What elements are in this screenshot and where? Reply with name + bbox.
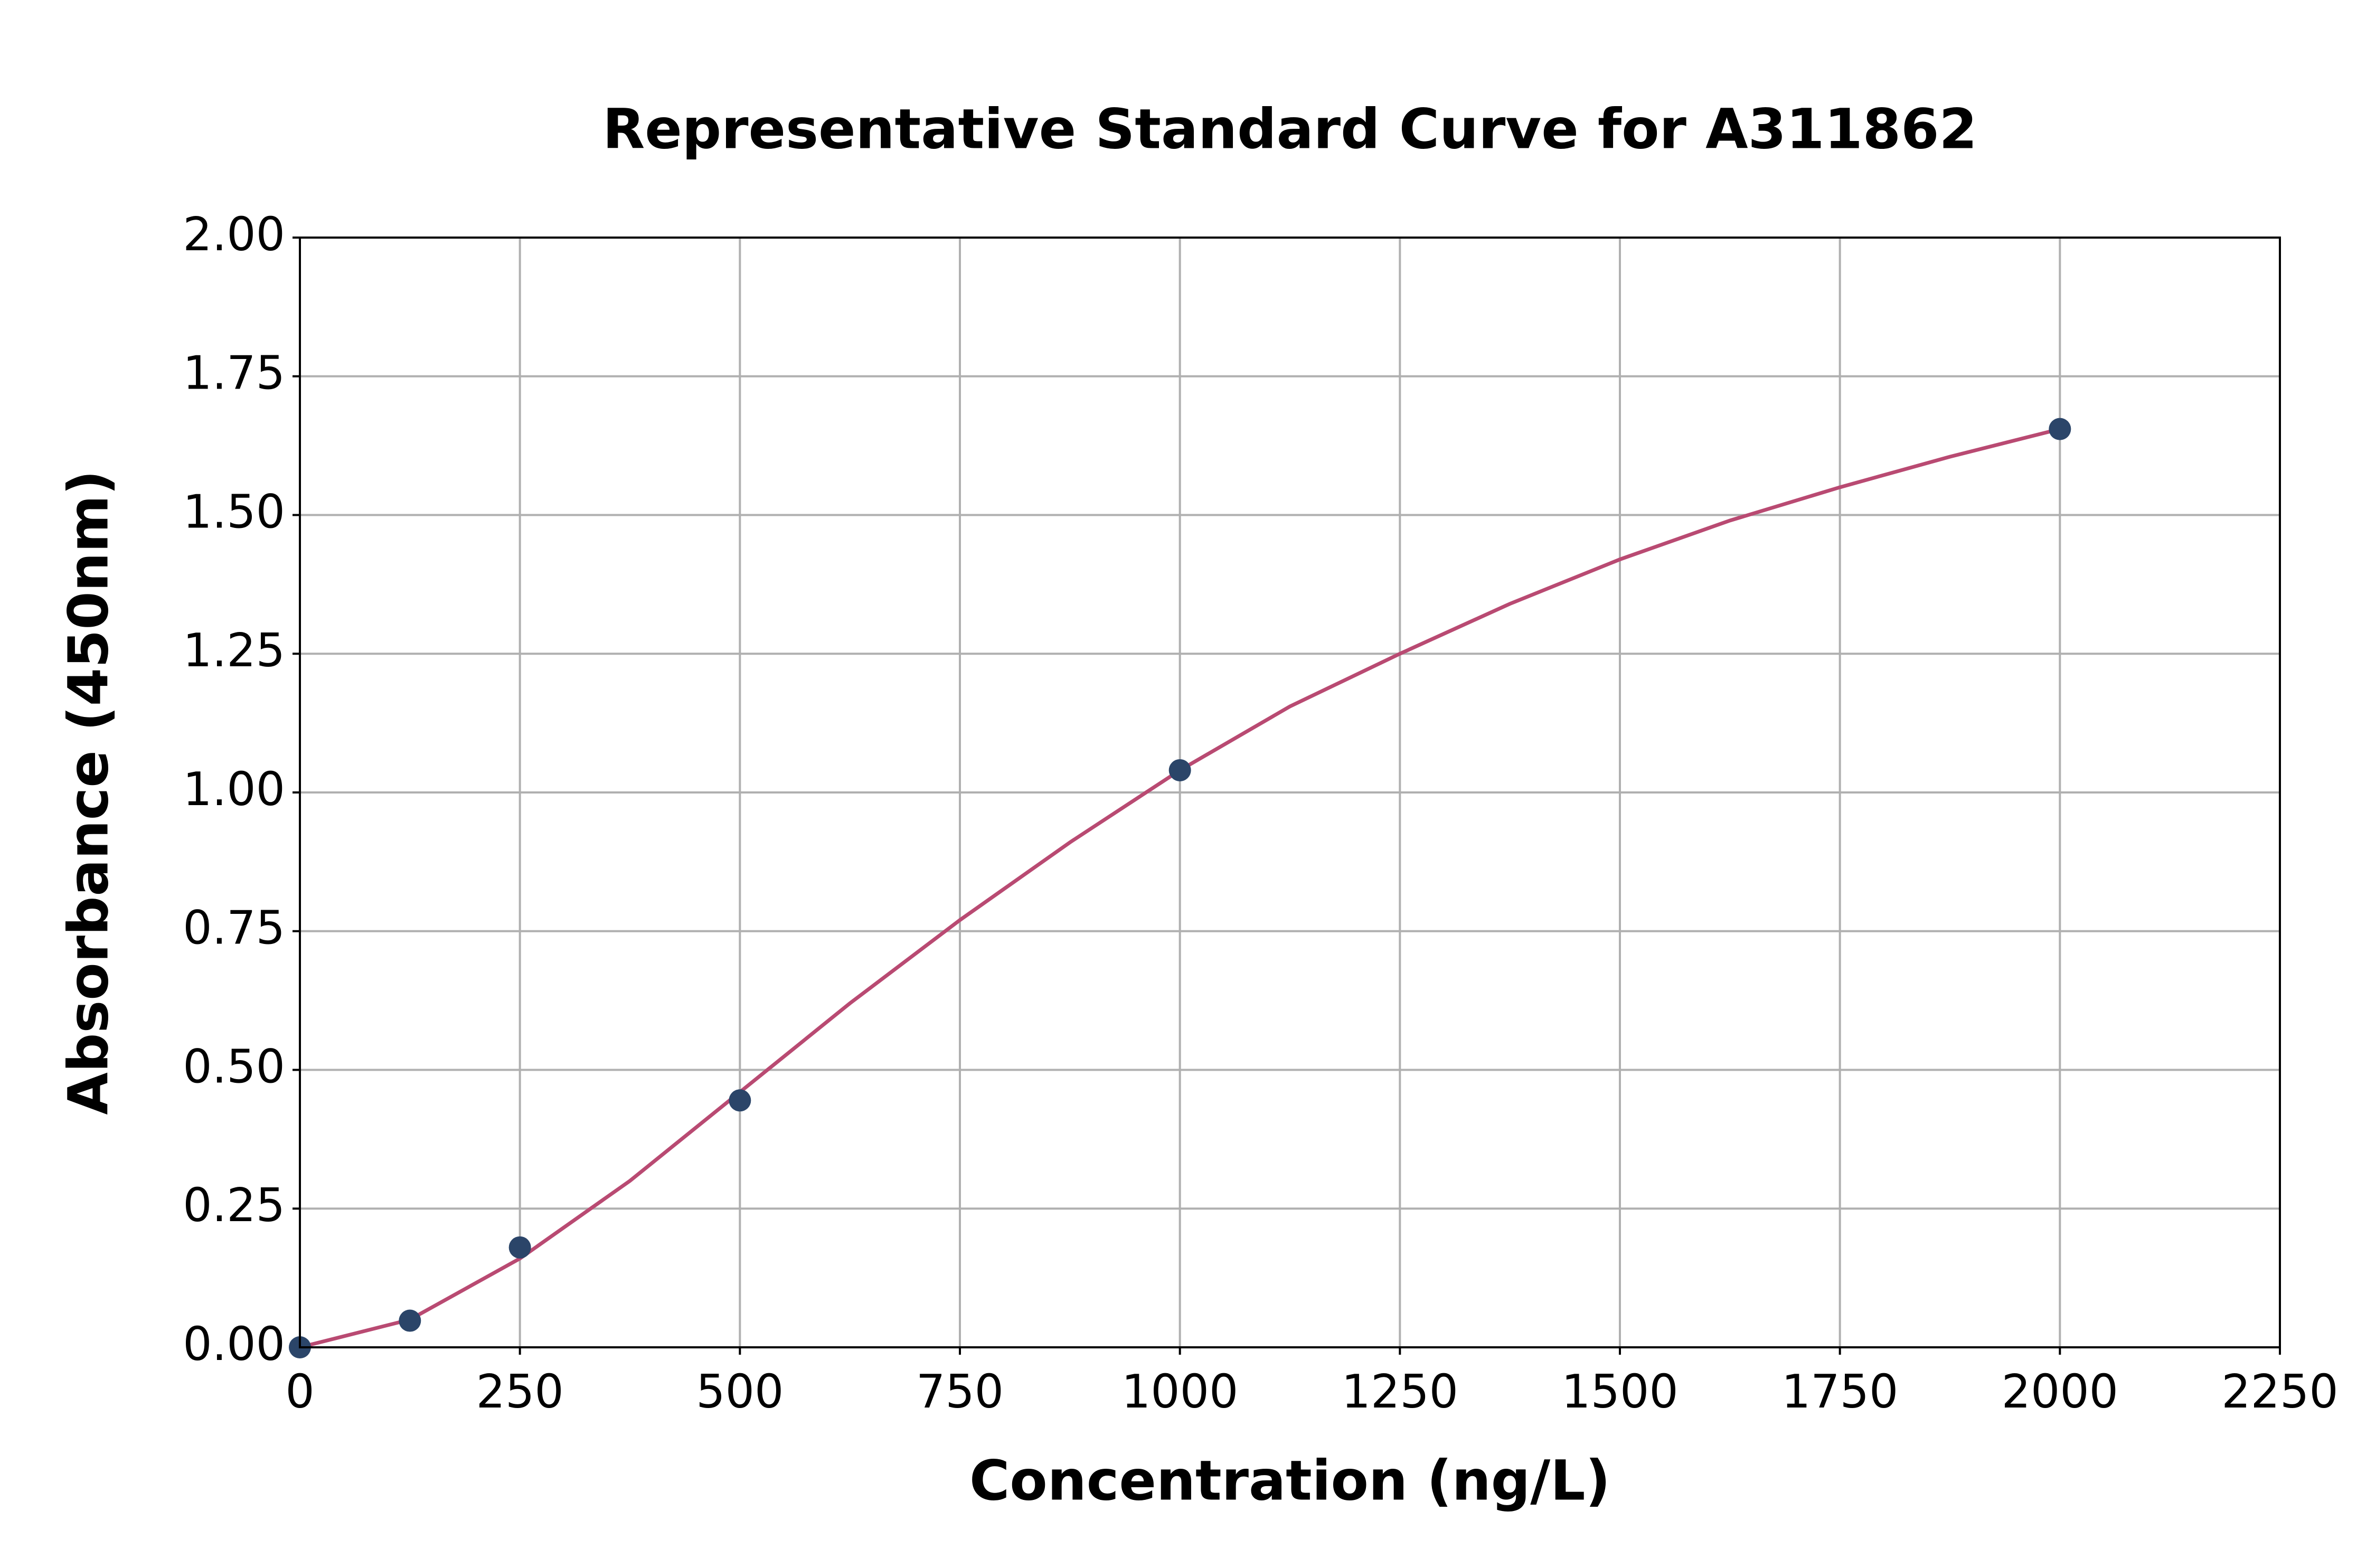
x-tick-label: 250 — [476, 1365, 564, 1419]
x-tick-label: 750 — [916, 1365, 1004, 1419]
y-tick-label: 0.00 — [183, 1317, 285, 1371]
x-tick-label: 1000 — [1121, 1365, 1238, 1419]
y-tick-label: 1.25 — [183, 624, 285, 677]
x-tick-label: 1500 — [1561, 1365, 1678, 1419]
chart-title: Representative Standard Curve for A31186… — [602, 97, 1977, 161]
y-tick-label: 0.25 — [183, 1178, 285, 1232]
data-point — [2049, 418, 2071, 440]
x-tick-label: 1750 — [1781, 1365, 1898, 1419]
x-tick-label: 2000 — [2002, 1365, 2118, 1419]
y-tick-label: 2.00 — [183, 207, 285, 261]
x-tick-label: 1250 — [1342, 1365, 1458, 1419]
x-axis-label: Concentration (ng/L) — [969, 1448, 1610, 1513]
x-tick-label: 500 — [696, 1365, 784, 1419]
y-tick-label: 0.75 — [183, 901, 285, 955]
y-tick-label: 1.50 — [183, 485, 285, 539]
x-tick-label: 2250 — [2221, 1365, 2338, 1419]
data-point — [1168, 759, 1191, 781]
plot-frame — [299, 237, 2281, 1348]
data-point — [729, 1089, 751, 1112]
y-tick-label: 1.75 — [183, 346, 285, 400]
data-point — [508, 1236, 531, 1259]
y-axis-label: Absorbance (450nm) — [56, 470, 120, 1114]
x-tick-label: 0 — [285, 1365, 314, 1419]
data-point — [399, 1309, 421, 1332]
y-tick-label: 1.00 — [183, 762, 285, 816]
y-tick-label: 0.50 — [183, 1040, 285, 1093]
